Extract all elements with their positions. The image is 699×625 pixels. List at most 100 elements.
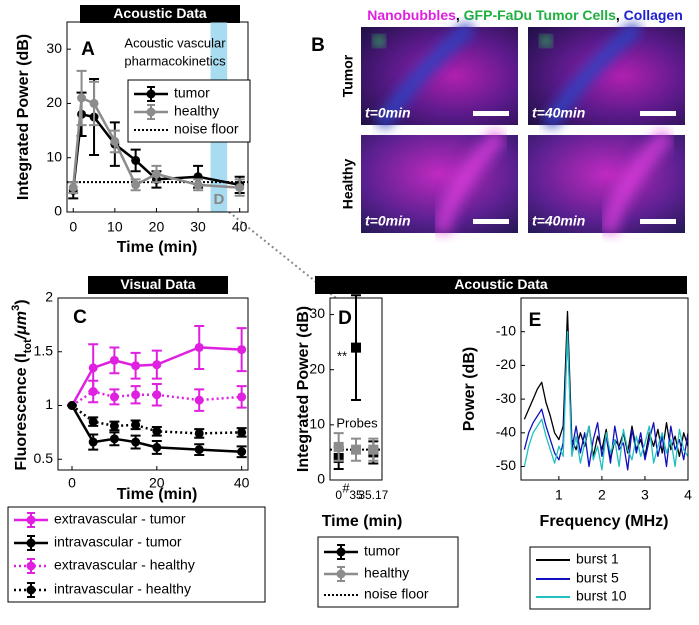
annotation: pharmacokinetics (124, 53, 226, 68)
marker (193, 180, 203, 190)
x-tick-label: 35 (349, 488, 363, 502)
legend-label: burst 10 (576, 588, 627, 604)
marker (88, 387, 98, 397)
x-tick-label: 20 (149, 219, 165, 235)
marker (88, 417, 98, 427)
y-tick-label: 0.5 (34, 450, 54, 466)
y-tick-label: 20 (46, 94, 62, 110)
panel-letter: A (81, 39, 95, 60)
x-tick-label: 30 (190, 219, 206, 235)
plot-frame (520, 297, 689, 481)
marker (131, 180, 141, 190)
x-axis-label: Frequency (MHz) (540, 513, 669, 530)
y-axis-label-part: 3 (10, 305, 22, 311)
vessel (375, 21, 476, 129)
y-tick-label: 0 (317, 471, 325, 487)
x-axis-label: Time (min) (117, 239, 198, 256)
marker (194, 342, 204, 352)
y-tick-label: 1 (45, 396, 53, 412)
y-axis-label: Fluorescence (Itot/μm3) (10, 299, 34, 470)
y-tick-label: 10 (46, 148, 62, 164)
vessel (542, 21, 643, 129)
legend-marker (26, 538, 36, 548)
legend-label: intravascular - tumor (54, 534, 182, 550)
y-tick-label: 2 (45, 289, 53, 305)
marker (131, 437, 141, 447)
legend-label: tumor (364, 543, 400, 559)
banner-bg (315, 276, 687, 294)
x-tick-label: 0 (335, 488, 342, 502)
legend-marker (26, 561, 36, 571)
x-tick-label: 10 (107, 219, 123, 235)
marker (151, 169, 161, 179)
banner: Acoustic Data (113, 5, 207, 21)
marker (368, 444, 379, 455)
time-label: t=40min (532, 213, 585, 229)
time-label: t=0min (365, 213, 411, 229)
y-axis-label: Integrated Power (dB) (295, 306, 312, 472)
marker (237, 345, 247, 355)
marker (152, 426, 162, 436)
scale-bar (473, 111, 509, 116)
marker (88, 363, 98, 373)
series-line (523, 331, 689, 471)
legend-label: intravascular - healthy (54, 581, 191, 597)
marker (109, 434, 119, 444)
legend-label: burst 1 (576, 551, 619, 567)
row-label: Healthy (340, 159, 356, 210)
title-part: , (456, 7, 464, 23)
x-tick-label: 20 (149, 475, 165, 491)
y-tick-label: 10 (309, 416, 325, 432)
title-part: Collagen (624, 7, 683, 23)
x-tick-label: 0 (69, 219, 77, 235)
marker (235, 183, 245, 193)
y-tick-label: -10 (496, 322, 516, 338)
time-label: t=0min (365, 105, 411, 121)
legend-marker (146, 89, 156, 99)
marker (109, 392, 119, 402)
tumor-cell (373, 35, 385, 47)
highlight-label: D (213, 191, 224, 208)
plot-frame (57, 297, 249, 471)
marker (109, 421, 119, 431)
legend-label: extravascular - healthy (54, 557, 195, 573)
y-tick-label: -20 (496, 356, 516, 372)
time-label: t=40min (532, 105, 585, 121)
y-tick-label: -50 (496, 457, 516, 473)
banner: Acoustic Data (454, 276, 548, 292)
image-title: Nanobubbles, GFP-FaDu Tumor Cells, Colla… (367, 7, 683, 23)
scale-bar (640, 111, 676, 116)
marker (194, 395, 204, 405)
y-tick-label: 20 (309, 360, 325, 376)
plot-frame (329, 297, 383, 481)
legend-label: tumor (174, 85, 210, 101)
legend-marker (26, 585, 36, 595)
y-axis-label-part: tot (22, 339, 34, 353)
scale-bar (640, 219, 676, 224)
marker (351, 342, 361, 353)
marker (131, 361, 141, 371)
tumor-cell (540, 35, 552, 47)
marker (351, 444, 361, 455)
marker (89, 98, 99, 108)
marker (110, 136, 120, 146)
marker (68, 183, 78, 193)
legend-label: burst 5 (576, 570, 619, 586)
panel-letter: C (73, 307, 87, 328)
x-tick-label: 2 (598, 487, 606, 503)
banner-bg (88, 276, 228, 294)
marker (237, 447, 247, 457)
legend-marker (336, 569, 346, 579)
marker (194, 428, 204, 438)
legend-label: healthy (174, 103, 219, 119)
panel-letter: E (529, 310, 542, 331)
x-tick-label: 40 (232, 219, 248, 235)
marker (237, 427, 247, 437)
marker (194, 445, 204, 455)
marker (109, 355, 119, 365)
x-tick-label: 3 (641, 487, 649, 503)
x-tick-label: 35.17 (358, 488, 388, 502)
marker (131, 390, 141, 400)
y-tick-label: 30 (46, 40, 62, 56)
